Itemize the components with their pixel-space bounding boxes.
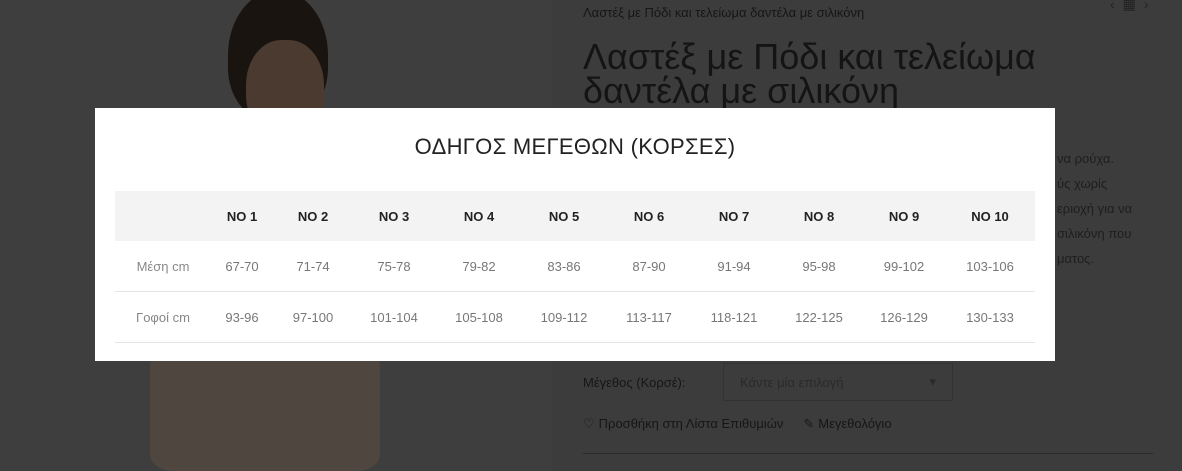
table-cell: 105-108 bbox=[435, 291, 523, 343]
size-chart-label: Μεγεθολόγιο bbox=[818, 416, 892, 431]
breadcrumb[interactable]: Λαστέξ με Πόδι και τελείωμα δαντέλα με σ… bbox=[583, 5, 865, 20]
description-line: να ρούχα. bbox=[1057, 151, 1114, 166]
size-select-placeholder: Κάντε μία επιλογή bbox=[740, 374, 844, 390]
column-header: NO 3 bbox=[353, 191, 435, 241]
chevron-right-icon[interactable]: › bbox=[1143, 0, 1149, 12]
table-cell: 95-98 bbox=[775, 241, 863, 292]
heart-icon: ♡ bbox=[583, 416, 595, 431]
table-row: Γοφοί cm 93-96 97-100 101-104 105-108 109-112… bbox=[115, 291, 1035, 343]
product-summary: Λαστέξ με Πόδι και τελείωμα δαντέλα με σ… bbox=[583, 0, 1163, 471]
row-label: Γοφοί cm bbox=[115, 291, 211, 343]
ruler-icon: ✎ bbox=[803, 416, 815, 431]
size-option-row: Μέγεθος (Κορσέ): Κάντε μία επιλογή ▾ bbox=[583, 363, 953, 401]
divider bbox=[583, 453, 1153, 454]
chevron-left-icon[interactable]: ‹ bbox=[1110, 0, 1115, 12]
size-select[interactable]: Κάντε μία επιλογή ▾ bbox=[723, 363, 953, 401]
description-line: ύς χωρίς bbox=[1057, 176, 1108, 191]
column-header: NO 4 bbox=[435, 191, 523, 241]
table-cell: 71-74 bbox=[273, 241, 353, 292]
table-cell: 93-96 bbox=[211, 291, 273, 343]
table-cell: 113-117 bbox=[605, 291, 693, 343]
table-cell: 126-129 bbox=[863, 291, 945, 343]
column-header: NO 7 bbox=[693, 191, 775, 241]
description-line: εριοχή για να bbox=[1057, 201, 1133, 216]
column-header bbox=[115, 191, 211, 241]
table-cell: 83-86 bbox=[523, 241, 605, 292]
product-nav: ‹ ▦ › bbox=[1110, 0, 1149, 13]
table-cell: 118-121 bbox=[693, 291, 775, 343]
table-cell: 97-100 bbox=[273, 291, 353, 343]
table-cell: 101-104 bbox=[353, 291, 435, 343]
description-line: ματος. bbox=[1057, 251, 1095, 266]
product-title: Λαστέξ με Πόδι και τελείωμα δαντέλα με σ… bbox=[583, 36, 1036, 111]
column-header: NO 5 bbox=[523, 191, 605, 241]
table-cell: 130-133 bbox=[945, 291, 1035, 343]
row-label: Μέση cm bbox=[115, 241, 211, 292]
column-header: NO 9 bbox=[863, 191, 945, 241]
wishlist-label: Προσθήκη στη Λίστα Επιθυμιών bbox=[598, 416, 784, 431]
column-header: NO 1 bbox=[211, 191, 273, 241]
table-cell: 122-125 bbox=[775, 291, 863, 343]
table-header-row: NO 1 NO 2 NO 3 NO 4 NO 5 NO 6 NO 7 NO 8 NO 9 NO 1… bbox=[115, 191, 1035, 241]
table-row: Μέση cm 67-70 71-74 75-78 79-82 83-86 87-90 91-… bbox=[115, 241, 1035, 292]
product-description: να ρούχα. ύς χωρίς εριοχή για να σιλικόν… bbox=[1057, 146, 1132, 271]
caret-down-icon: ▾ bbox=[929, 374, 936, 389]
wishlist-link[interactable]: ♡ Προσθήκη στη Λίστα Επιθυμιών bbox=[583, 416, 783, 432]
modal-title: ΟΔΗΓΟΣ ΜΕΓΕΘΩΝ (ΚΟΡΣΕΣ) bbox=[414, 134, 736, 159]
table-cell: 91-94 bbox=[693, 241, 775, 292]
column-header: NO 2 bbox=[273, 191, 353, 241]
table-cell: 67-70 bbox=[211, 241, 273, 292]
table-cell: 103-106 bbox=[945, 241, 1035, 292]
product-links: ♡ Προσθήκη στη Λίστα Επιθυμιών ✎ Μεγεθολόγ… bbox=[583, 416, 892, 432]
table-cell: 99-102 bbox=[863, 241, 945, 292]
grid-icon[interactable]: ▦ bbox=[1122, 0, 1136, 12]
description-line: σιλικόνη που bbox=[1057, 226, 1132, 241]
table-cell: 87-90 bbox=[605, 241, 693, 292]
column-header: NO 6 bbox=[605, 191, 693, 241]
table-cell: 79-82 bbox=[435, 241, 523, 292]
column-header: NO 8 bbox=[775, 191, 863, 241]
table-cell: 75-78 bbox=[353, 241, 435, 292]
column-header: NO 10 bbox=[945, 191, 1035, 241]
size-table: NO 1 NO 2 NO 3 NO 4 NO 5 NO 6 NO 7 NO 8 NO 9 NO 1… bbox=[115, 191, 1035, 343]
table-cell: 109-112 bbox=[523, 291, 605, 343]
size-label: Μέγεθος (Κορσέ): bbox=[583, 374, 686, 390]
size-chart-link[interactable]: ✎ Μεγεθολόγιο bbox=[803, 416, 891, 432]
